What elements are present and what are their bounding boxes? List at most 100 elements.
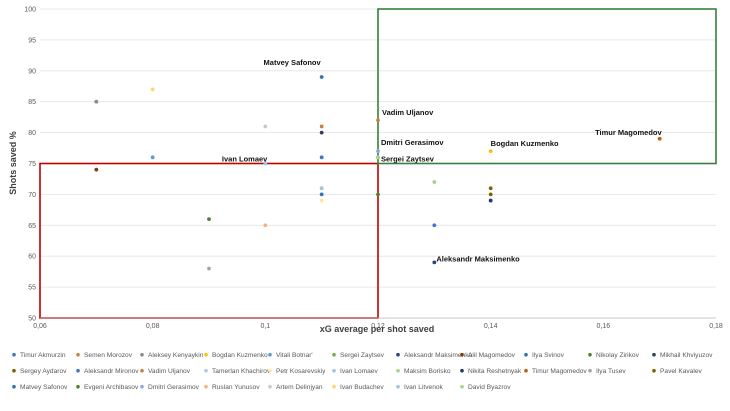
red-quadrant-box (39, 162, 379, 319)
data-point (488, 192, 493, 197)
y-tick-label: 55 (28, 285, 36, 292)
legend-label: Pavel Kavalev (660, 368, 702, 375)
legend-marker (396, 384, 400, 389)
legend-label: Nikolay Zirikov (596, 352, 640, 359)
data-point (263, 161, 268, 166)
legend-label: Nikita Reshetnyak (468, 368, 522, 375)
data-point (319, 192, 324, 197)
y-tick-label: 70 (28, 192, 36, 199)
legend-marker (460, 352, 464, 357)
green-quadrant-box (377, 8, 717, 165)
legend-label: Sergey Aydarov (20, 368, 67, 375)
legend-marker (524, 368, 528, 373)
point-label: Timur Magomedov (595, 128, 662, 137)
data-point (488, 198, 493, 203)
data-point (488, 149, 493, 154)
legend-label: Vadim Uljanov (148, 368, 191, 375)
x-tick-label: 0,1 (260, 323, 270, 330)
legend-marker (204, 384, 208, 389)
legend-marker (204, 352, 208, 357)
data-point (319, 124, 324, 129)
data-point (432, 180, 437, 184)
data-point (319, 155, 324, 160)
legend: Timur Akmurzin Semen Morozov Aleksey Kenya… (12, 352, 713, 391)
legend-label: Bogdan Kuzmenko (212, 352, 268, 359)
legend-marker (76, 384, 80, 389)
data-point (319, 186, 324, 191)
legend-label: Maksim Borisko (404, 368, 451, 375)
legend-marker (140, 352, 144, 357)
y-tick-label: 60 (28, 254, 36, 261)
y-tick-label: 75 (28, 161, 36, 168)
legend-marker (652, 368, 656, 373)
data-point (432, 260, 437, 265)
point-label: Matvey Safonov (264, 58, 322, 67)
x-axis-title: xG average per shot saved (320, 324, 435, 334)
legend-label: Matvey Safonov (20, 384, 68, 391)
legend-label: Ilya Tusev (596, 368, 626, 375)
data-point (319, 130, 324, 135)
legend-marker (396, 352, 400, 357)
data-point (432, 223, 437, 228)
legend-label: Semen Morozov (84, 352, 133, 359)
data-point (207, 217, 211, 222)
legend-marker (12, 368, 16, 373)
axes: 50 55 60 65 70 75 80 85 90 95 100 0,06 0,08 0,1 0,12 0,… (24, 7, 723, 331)
legend-label: Artem Delinjyan (276, 384, 323, 391)
data-point (150, 87, 155, 92)
point-label: Dmitri Gerasimov (381, 138, 444, 147)
legend-marker (268, 384, 272, 389)
quadrant-boxes (39, 8, 717, 319)
x-tick-label: 0,08 (146, 323, 160, 330)
x-tick-label: 0,14 (484, 323, 498, 330)
legend-label: Aleksandr Maksimenko (404, 352, 472, 359)
legend-marker (204, 368, 208, 373)
point-label: Sergei Zaytsev (381, 154, 435, 163)
data-point (263, 223, 268, 228)
legend-marker (524, 352, 528, 357)
data-point (150, 155, 155, 160)
legend-marker (332, 384, 336, 389)
legend-label: Ilya Svinov (532, 352, 565, 359)
legend-label: Alil Magomedov (468, 352, 516, 359)
x-tick-label: 0,12 (371, 323, 385, 330)
point-labels: Bogdan Kuzmenko Sergei Zaytsev Aleksandr M… (222, 58, 663, 263)
legend-label: Ivan Budachev (340, 384, 384, 391)
legend-label: Mikhail Khviyuzov (660, 352, 713, 359)
legend-label: Sergei Zaytsev (340, 352, 385, 359)
point-label: Vadim Uljanov (382, 108, 434, 117)
data-point (94, 167, 99, 172)
y-tick-label: 65 (28, 223, 36, 230)
data-point (376, 118, 380, 123)
legend-marker (332, 368, 336, 373)
data-point (94, 99, 99, 104)
point-label: Bogdan Kuzmenko (491, 139, 559, 148)
legend-marker (460, 384, 464, 389)
legend-label: Ivan Lomaev (340, 368, 378, 375)
legend-label: David Byazrov (468, 384, 511, 391)
data-point (319, 198, 324, 203)
legend-marker (76, 352, 80, 357)
legend-label: Timur Akmurzin (20, 352, 66, 359)
legend-marker (140, 384, 144, 389)
y-axis-title: Shots saved % (8, 131, 18, 195)
legend-label: Petr Kosarevskiy (276, 368, 326, 375)
legend-marker (268, 352, 272, 357)
data-points (94, 75, 662, 271)
data-point (263, 124, 268, 129)
y-tick-label: 50 (28, 316, 36, 323)
legend-marker (588, 352, 592, 357)
legend-label: Aleksey Kenyaykin (148, 352, 204, 359)
legend-marker (396, 368, 400, 373)
data-point (376, 192, 380, 197)
y-tick-label: 100 (24, 7, 36, 14)
y-tick-label: 90 (28, 68, 36, 75)
data-point (488, 186, 493, 191)
legend-marker (652, 352, 656, 357)
data-point (376, 155, 380, 160)
legend-label: Vitali Botnar' (276, 352, 313, 359)
legend-marker (460, 368, 464, 373)
legend-label: Ivan Litvenok (404, 384, 444, 391)
